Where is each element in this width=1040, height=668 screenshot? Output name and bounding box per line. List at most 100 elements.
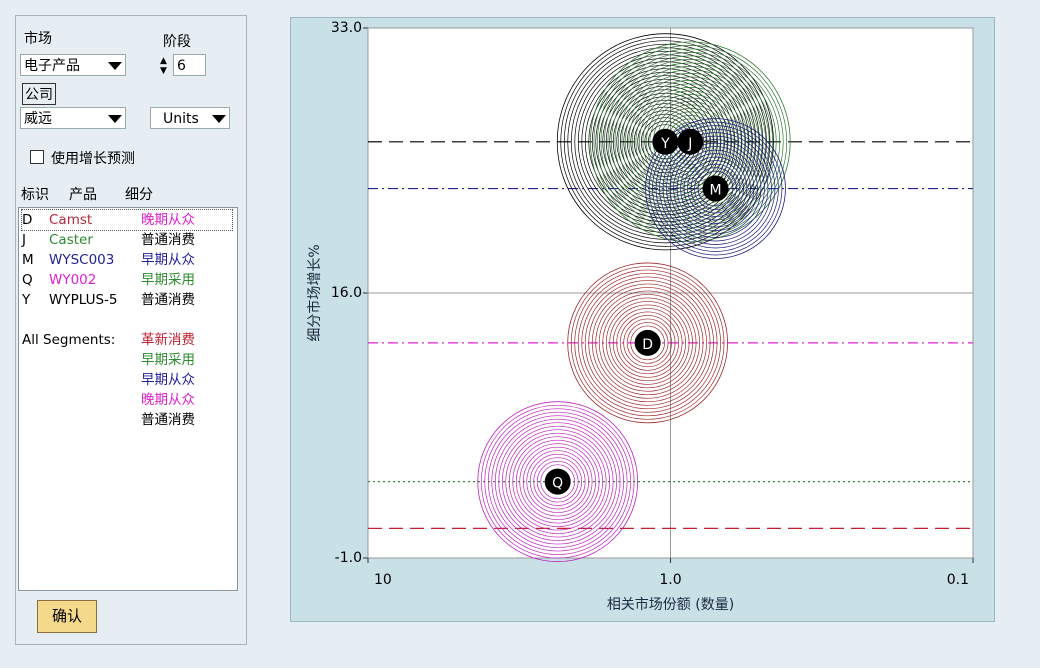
x-axis-label: 相关市场份额 (数量): [607, 596, 734, 613]
market-label: 市场: [24, 31, 52, 47]
confirm-button[interactable]: 确认: [37, 600, 97, 633]
bubble-ring: [526, 450, 589, 513]
bubble-ring: [655, 128, 776, 249]
list-row[interactable]: Q WY002 早期采用: [22, 270, 232, 290]
list-row[interactable]: D Camst 晚期从众: [21, 209, 233, 231]
bubble-ring: [673, 146, 758, 231]
bubble-ring: [588, 283, 707, 403]
row-product: WYSC003: [49, 252, 115, 268]
segment-name: 早期采用: [141, 352, 195, 368]
bubble-ring: [652, 125, 779, 252]
product-list[interactable]: D Camst 晚期从众 J Caster 普通消费 M WYSC003 早期从众 Q WY002 早…: [18, 207, 238, 591]
bubble-label: Q: [552, 476, 563, 492]
company-dropdown[interactable]: 威远: [20, 107, 126, 129]
bubble-ring: [626, 103, 704, 181]
bubble-ring: [498, 422, 617, 541]
market-dropdown[interactable]: 电子产品: [20, 54, 126, 76]
bubble-ring: [522, 446, 593, 517]
bubble-label: Y: [660, 136, 670, 152]
bubble-ring: [505, 429, 610, 534]
bubble-center: [677, 128, 704, 155]
forecast-label: 使用增长预测: [51, 151, 135, 167]
bubble-ring: [581, 276, 714, 410]
bubble-ring: [536, 460, 579, 503]
stage-spinner[interactable]: ▲ ▼: [160, 56, 167, 76]
bubble-label: D: [642, 337, 653, 353]
bubble-ring: [642, 94, 739, 190]
header-product: 产品: [69, 187, 97, 203]
company-value: 威远: [24, 111, 52, 127]
bubble-center: [544, 468, 571, 495]
list-row[interactable]: Y WYPLUS-5 普通消费: [22, 290, 232, 310]
bubble-ring: [611, 62, 770, 222]
bubble-ring: [595, 290, 700, 396]
bubble-ring: [584, 280, 711, 406]
dropdown-arrow: [108, 62, 122, 70]
bubble-ring: [619, 315, 676, 371]
bubble-ring: [519, 443, 596, 520]
row-id: D: [22, 212, 33, 228]
bubble-ring: [612, 308, 683, 378]
bubble: [567, 262, 728, 424]
bubble-ring: [639, 90, 742, 194]
bubble-ring: [676, 149, 755, 228]
bubble-ring: [591, 68, 739, 216]
bubble: [645, 118, 786, 259]
bubble-label: J: [687, 136, 692, 152]
bubble-label: M: [709, 183, 721, 199]
control-panel: [15, 15, 247, 645]
bubble-ring: [577, 273, 718, 413]
bubble-ring: [669, 142, 762, 235]
all-segments-label: All Segments:: [22, 332, 116, 348]
bubble-ring: [625, 76, 756, 208]
bubble-ring: [598, 75, 732, 209]
bubble-center: [652, 128, 679, 155]
bubble-ring: [484, 408, 631, 555]
segment-name: 晚期从众: [141, 392, 195, 408]
x-tick-label: 1.0: [659, 572, 681, 588]
header-segment: 细分: [125, 187, 153, 203]
bubble-ring: [563, 40, 767, 244]
row-product: WYPLUS-5: [49, 292, 118, 308]
bubble-ring: [581, 57, 750, 226]
bubble-ring: [616, 311, 679, 375]
y-tick-label: -1.0: [335, 550, 362, 566]
bubble-ring: [515, 439, 600, 524]
x-tick-label: 10: [374, 572, 392, 588]
bubble-ring: [588, 64, 743, 219]
row-product: WY002: [49, 272, 97, 288]
bubble: [589, 41, 791, 243]
bubble-ring: [540, 464, 575, 499]
y-tick-label: 33.0: [331, 20, 362, 36]
unit-value: Units: [163, 111, 199, 127]
bubble-ring: [659, 132, 772, 245]
bubble-ring: [593, 45, 788, 239]
bubble-ring: [491, 415, 624, 548]
bubble-ring: [623, 99, 708, 184]
x-tick-label: 0.1: [947, 572, 969, 588]
stage-label: 阶段: [163, 34, 191, 50]
forecast-checkbox[interactable]: [30, 150, 44, 164]
bubble-ring: [619, 96, 711, 188]
row-id: Q: [22, 272, 33, 288]
bubble-ring: [607, 59, 774, 225]
bubble-ring: [501, 425, 614, 538]
stage-input[interactable]: 6: [173, 54, 206, 76]
list-row[interactable]: M WYSC003 早期从众: [22, 250, 232, 270]
bubble-ring: [680, 153, 751, 224]
bubble-center: [634, 329, 661, 356]
company-label: 公司: [22, 83, 56, 105]
bubble-ring: [529, 453, 586, 510]
segment-name: 革新消费: [141, 332, 195, 348]
bubble-ring: [621, 73, 760, 211]
unit-dropdown[interactable]: Units: [150, 107, 230, 129]
bubble-ring: [570, 266, 725, 420]
market-value: 电子产品: [24, 58, 80, 74]
bubble-ring: [687, 160, 744, 217]
bubble-ring: [512, 436, 603, 527]
bubble-ring: [508, 432, 607, 531]
list-row[interactable]: J Caster 普通消费: [22, 230, 232, 250]
bubble-ring: [570, 47, 760, 237]
row-id: M: [22, 252, 34, 268]
